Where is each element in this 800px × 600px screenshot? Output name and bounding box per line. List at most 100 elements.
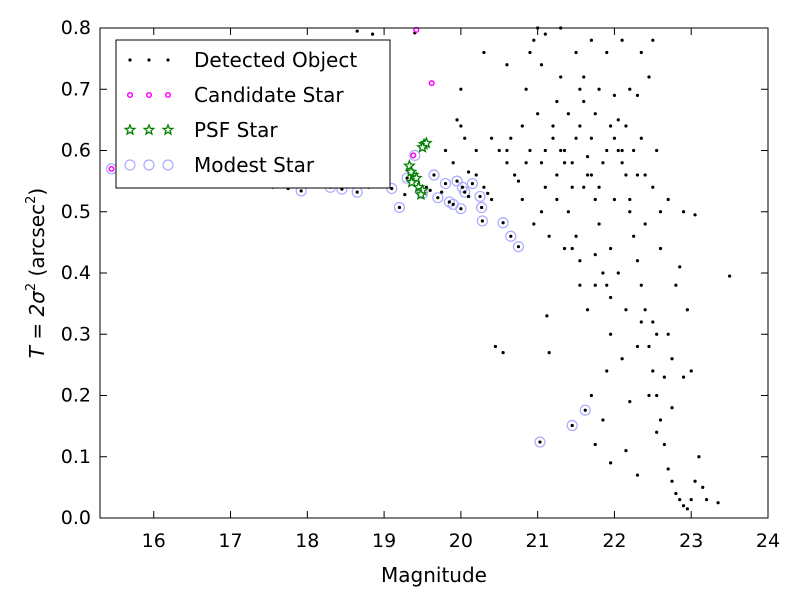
detected-object-point <box>601 418 605 422</box>
x-tick-label: 21 <box>526 530 550 552</box>
detected-object-point <box>605 369 609 373</box>
modest-star-point <box>432 192 444 204</box>
y-tick-label: 0.3 <box>61 323 91 345</box>
modest-star-point <box>409 149 421 161</box>
detected-object-point <box>299 189 303 193</box>
detected-object-point <box>489 197 494 202</box>
detected-object-point <box>674 491 678 496</box>
detected-object-point <box>570 246 574 251</box>
modest-star-point <box>512 241 525 253</box>
legend-entry-modest-star: Modest Star <box>194 153 315 177</box>
detected-object-point <box>651 320 655 324</box>
modest-star-point <box>459 186 471 198</box>
detected-object-point <box>543 185 547 189</box>
modest-star-point <box>534 436 546 448</box>
modest-star-point <box>476 215 488 227</box>
detected-object-point <box>486 191 490 195</box>
psf-star-point <box>404 165 418 178</box>
detected-object-point <box>620 161 624 165</box>
chart-legend: Detected Object Candidate Star PSF Star Mod… <box>115 39 391 189</box>
x-tick-label: 24 <box>756 530 780 552</box>
detected-object-point <box>685 308 689 312</box>
detected-object-point <box>390 186 394 191</box>
psf-star-point <box>405 175 419 188</box>
detected-object-point <box>570 185 574 189</box>
detected-object-point <box>670 479 674 483</box>
detected-object-point <box>516 179 521 183</box>
detected-object-point <box>639 50 643 55</box>
detected-object-point <box>616 271 620 275</box>
legend-marker <box>124 159 136 171</box>
x-axis-label: Magnitude <box>381 563 487 587</box>
detected-object-point <box>651 369 655 373</box>
detected-object-point <box>447 200 451 204</box>
detected-object-point <box>681 504 686 508</box>
detected-object-point <box>559 75 563 79</box>
detected-object-point <box>578 124 582 128</box>
detected-object-point <box>455 179 459 183</box>
detected-object-point <box>455 118 459 122</box>
detected-object-point <box>597 87 601 91</box>
legend-marker <box>145 91 153 99</box>
detected-object-point <box>655 430 659 434</box>
x-tick-label: 22 <box>602 530 626 552</box>
detected-object-point <box>628 87 632 91</box>
detected-object-point <box>551 136 555 140</box>
detected-object-point <box>497 148 501 153</box>
detected-object-point <box>651 38 655 42</box>
detected-object-point <box>608 295 613 300</box>
candidate-star-point <box>410 152 417 159</box>
detected-object-point <box>405 176 409 180</box>
candidate-star-point <box>108 165 115 172</box>
detected-object-point <box>655 393 659 398</box>
detected-object-point <box>562 246 567 251</box>
detected-object-point <box>524 161 528 165</box>
modest-star-point <box>428 169 440 181</box>
detected-object-point <box>493 344 498 349</box>
detected-object-point <box>585 155 590 159</box>
detected-object-point <box>589 393 594 398</box>
detected-object-point <box>562 161 567 165</box>
x-tick-label: 19 <box>372 530 396 552</box>
detected-object-point <box>566 210 570 214</box>
detected-object-point <box>597 222 601 226</box>
y-tick-label: 0.4 <box>61 262 91 284</box>
detected-object-point <box>474 173 478 177</box>
legend-entry-psf-star: PSF Star <box>194 118 278 142</box>
detected-object-point <box>662 442 666 447</box>
detected-object-point <box>459 124 463 128</box>
detected-object-point <box>482 50 486 55</box>
detected-object-point <box>620 357 624 361</box>
detected-object-point <box>678 498 682 502</box>
detected-object-point <box>570 423 574 428</box>
detected-object-point <box>593 197 597 202</box>
detected-object-point <box>624 308 628 312</box>
modest-star-point <box>474 190 486 203</box>
detected-object-point <box>597 185 601 189</box>
detected-object-point <box>547 234 551 238</box>
psf-star-point <box>416 140 429 153</box>
y-tick-label: 0.8 <box>61 17 91 39</box>
detected-object-point <box>655 148 659 153</box>
detected-object-point <box>635 344 640 349</box>
legend-marker <box>161 123 175 136</box>
detected-object-point <box>501 351 505 355</box>
detected-object-point <box>685 507 689 511</box>
modest-star-point <box>455 203 467 215</box>
detected-object-point <box>589 136 594 140</box>
detected-object-point <box>593 253 597 257</box>
detected-object-point <box>608 461 613 465</box>
detected-object-point <box>555 99 559 104</box>
y-tick-label: 0.0 <box>61 507 91 529</box>
detected-object-point <box>543 32 547 36</box>
data-marks <box>105 26 732 511</box>
detected-object-point <box>624 449 628 453</box>
detected-object-point <box>628 210 632 214</box>
detected-object-point <box>670 357 674 361</box>
detected-object-point <box>689 369 693 373</box>
detected-object-point <box>539 63 544 67</box>
detected-object-point <box>520 197 524 202</box>
detected-object-point <box>704 498 709 502</box>
legend-marker <box>147 58 151 62</box>
detected-object-point <box>466 194 471 199</box>
